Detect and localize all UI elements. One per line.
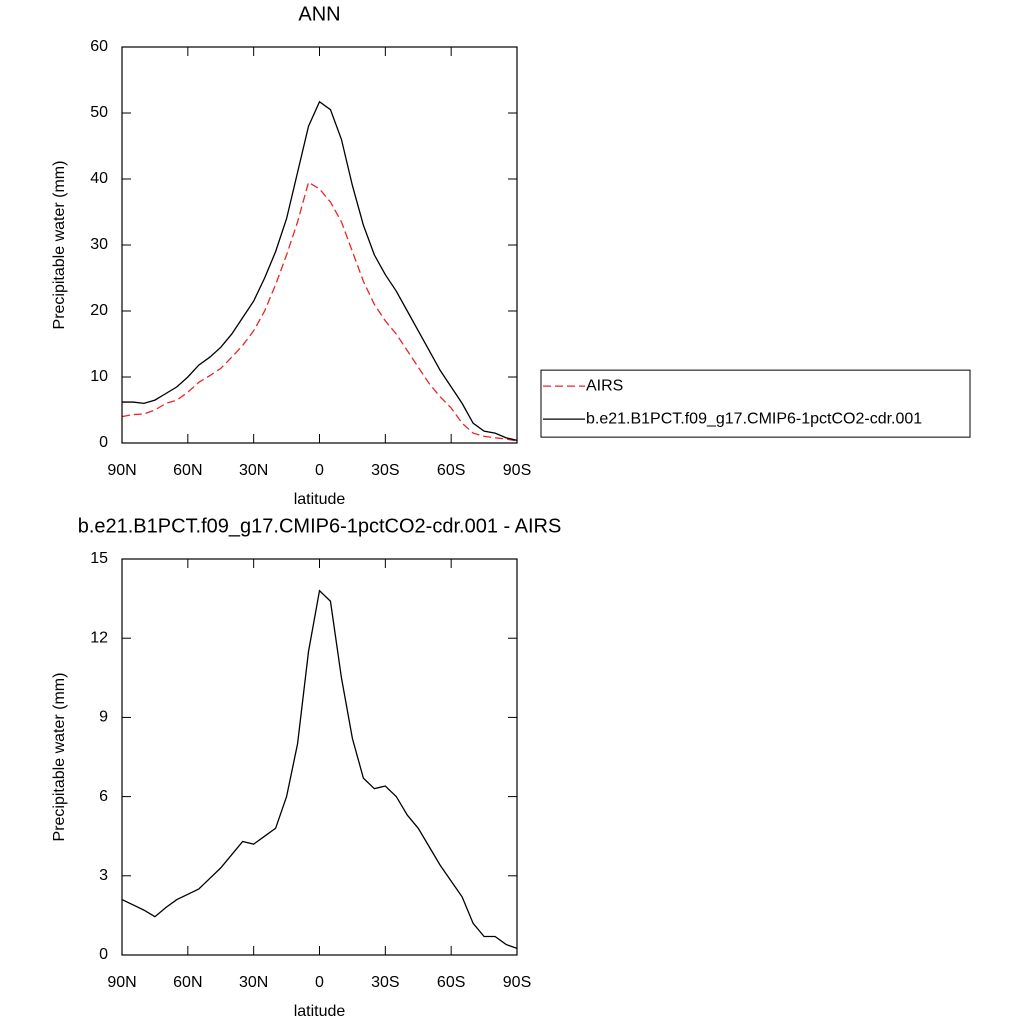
y-tick-label: 0 (99, 434, 108, 451)
y-tick-label: 3 (99, 867, 108, 884)
plot-frame (121, 558, 518, 956)
y-tick-label: 10 (90, 368, 108, 385)
y-tick-label: 30 (90, 236, 108, 253)
y-tick-label: 0 (99, 946, 108, 963)
y-tick-label: 50 (90, 104, 108, 121)
x-tick-label: 30N (239, 462, 268, 479)
y-tick-label: 60 (90, 38, 108, 55)
y-tick-label: 12 (90, 629, 108, 646)
legend-box (540, 369, 971, 438)
x-tick-label: 30N (239, 974, 268, 991)
y-tick-label: 20 (90, 302, 108, 319)
data-line (121, 181, 518, 442)
legend-label: b.e21.B1PCT.f09_g17.CMIP6-1pctCO2-cdr.00… (586, 410, 922, 427)
x-tick-label: 60N (173, 462, 202, 479)
x-tick-label: 60S (437, 462, 465, 479)
data-line (121, 589, 518, 950)
y-tick-label: 9 (99, 709, 108, 726)
x-tick-label: 0 (315, 974, 324, 991)
legend-label: AIRS (586, 377, 623, 394)
y-tick-label: 40 (90, 170, 108, 187)
chart-title: ANN (298, 3, 340, 25)
x-tick-label: 60N (173, 974, 202, 991)
x-tick-label: 90S (503, 462, 531, 479)
x-tick-label: 90N (107, 462, 136, 479)
x-tick-label: 60S (437, 974, 465, 991)
y-tick-label: 15 (90, 550, 108, 567)
x-axis-label: latitude (294, 1003, 346, 1020)
x-tick-label: 30S (371, 974, 399, 991)
y-axis-label: Precipitable water (mm) (51, 161, 68, 330)
chart-title: b.e21.B1PCT.f09_g17.CMIP6-1pctCO2-cdr.00… (78, 515, 562, 537)
data-line (122, 100, 518, 441)
y-axis-label: Precipitable water (mm) (51, 673, 68, 842)
x-tick-label: 30S (371, 462, 399, 479)
x-axis-label: latitude (294, 491, 346, 508)
x-tick-label: 0 (315, 462, 324, 479)
plot-frame (121, 46, 518, 444)
x-tick-label: 90N (107, 974, 136, 991)
y-tick-label: 6 (99, 788, 108, 805)
x-tick-label: 90S (503, 974, 531, 991)
